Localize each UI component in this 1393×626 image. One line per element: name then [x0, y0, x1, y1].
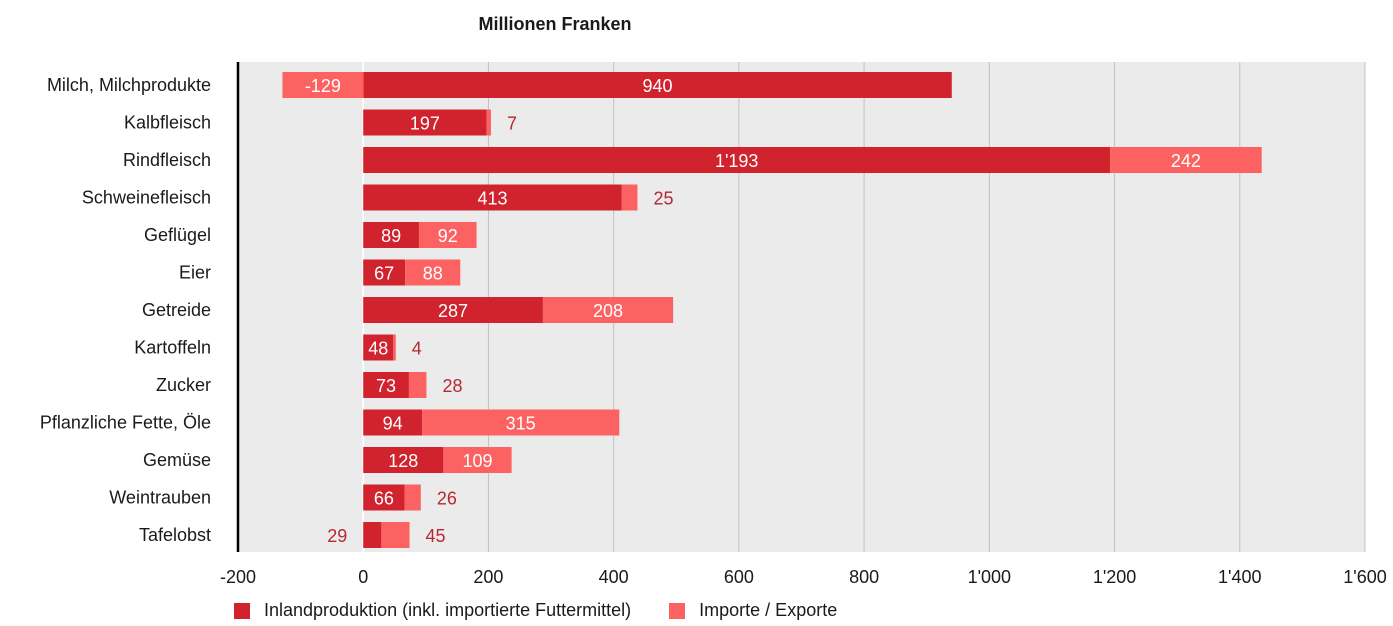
bar-inland	[363, 484, 405, 511]
x-tick-label: 0	[358, 567, 368, 587]
data-label-inland: 94	[383, 414, 403, 434]
bar-importe	[418, 222, 477, 248]
category-label: Zucker	[156, 375, 211, 395]
category-label: Geflügel	[144, 225, 211, 245]
category-label: Getreide	[142, 300, 211, 320]
data-label-inland: 29	[327, 526, 347, 546]
category-label: Rindfleisch	[123, 150, 211, 170]
bar-inland	[363, 259, 406, 286]
bar-importe	[1110, 147, 1262, 173]
data-label-importe: 88	[423, 264, 443, 284]
x-tick-label: 200	[473, 567, 503, 587]
bar-importe	[405, 259, 461, 286]
data-label-importe: 208	[593, 301, 623, 321]
data-label-inland: 73	[376, 376, 396, 396]
category-label: Pflanzliche Fette, Öle	[40, 413, 211, 433]
data-label-inland: 413	[477, 189, 507, 209]
bar-inland	[363, 297, 543, 323]
data-label-importe: 25	[653, 189, 673, 209]
x-tick-label: -200	[220, 567, 256, 587]
bar-inland	[363, 409, 423, 436]
data-label-inland: 287	[438, 301, 468, 321]
legend-swatch-inland	[234, 602, 250, 619]
category-label: Schweinefleisch	[82, 188, 211, 208]
bar-inland	[363, 334, 394, 361]
bar-inland	[363, 184, 622, 211]
x-tick-label: 800	[849, 567, 879, 587]
data-label-inland: 48	[368, 339, 388, 359]
data-label-importe: 28	[442, 376, 462, 396]
x-tick-label: 1'200	[1093, 567, 1136, 587]
bar-inland	[363, 109, 487, 136]
category-label: Milch, Milchprodukte	[47, 75, 211, 95]
bar-importe	[393, 334, 396, 361]
data-label-inland: 128	[388, 451, 418, 471]
bar-inland	[363, 147, 1111, 173]
data-label-inland: 1'193	[715, 151, 758, 171]
bar-inland	[363, 522, 382, 548]
bar-importe	[542, 297, 674, 323]
x-tick-label: 600	[724, 567, 754, 587]
bar-importe	[408, 372, 427, 398]
category-label: Gemüse	[143, 450, 211, 470]
data-label-inland: 66	[374, 489, 394, 509]
legend-swatch-importe	[669, 602, 686, 619]
data-label-importe: -129	[305, 76, 341, 96]
data-label-inland: 197	[410, 114, 440, 134]
bar-importe	[282, 72, 364, 98]
data-label-importe: 315	[506, 414, 536, 434]
legend-label-inland: Inlandproduktion (inkl. importierte Futt…	[264, 600, 632, 620]
category-label: Eier	[179, 263, 211, 283]
data-label-importe: 109	[462, 451, 492, 471]
bar-importe	[381, 522, 410, 548]
category-label: Tafelobst	[139, 525, 211, 545]
bar-inland	[363, 447, 444, 473]
bar-inland	[363, 72, 952, 98]
data-label-inland: 67	[374, 264, 394, 284]
legend-item-inland: Inlandproduktion (inkl. importierte Futt…	[234, 600, 631, 621]
x-tick-label: 1'600	[1343, 567, 1386, 587]
chart-title: Millionen Franken	[478, 14, 632, 34]
legend: Inlandproduktion (inkl. importierte Futt…	[234, 600, 875, 621]
x-tick-label: 400	[599, 567, 629, 587]
bar-inland	[363, 222, 419, 248]
bar-importe	[422, 409, 620, 436]
legend-item-importe: Importe / Exporte	[669, 600, 837, 621]
bar-importe	[486, 109, 491, 136]
bar-importe	[404, 484, 421, 511]
x-tick-label: 1'400	[1218, 567, 1261, 587]
data-label-inland: 940	[642, 76, 672, 96]
data-label-importe: 4	[412, 339, 422, 359]
data-label-inland: 89	[381, 226, 401, 246]
data-label-importe: 242	[1171, 151, 1201, 171]
category-label: Kalbfleisch	[124, 113, 211, 133]
data-label-importe: 45	[426, 526, 446, 546]
bar-importe	[443, 447, 512, 473]
data-label-importe: 92	[438, 226, 458, 246]
x-tick-label: 1'000	[968, 567, 1011, 587]
data-label-importe: 7	[507, 114, 517, 134]
data-label-importe: 26	[437, 489, 457, 509]
bar-importe	[621, 184, 638, 211]
category-label: Weintrauben	[109, 488, 211, 508]
legend-label-importe: Importe / Exporte	[699, 600, 838, 620]
category-label: Kartoffeln	[134, 338, 211, 358]
bar-inland	[363, 372, 409, 398]
